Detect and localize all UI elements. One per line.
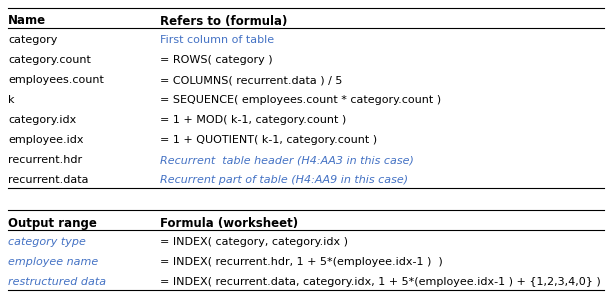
Text: restructured data: restructured data [8,278,106,288]
Text: employees.count: employees.count [8,75,104,85]
Text: = COLUMNS( recurrent.data ) / 5: = COLUMNS( recurrent.data ) / 5 [160,75,342,85]
Text: k: k [8,95,15,105]
Text: recurrent.hdr: recurrent.hdr [8,155,82,165]
Text: Refers to (formula): Refers to (formula) [160,15,288,28]
Text: = ROWS( category ): = ROWS( category ) [160,55,272,65]
Text: Output range: Output range [8,217,97,229]
Text: employee name: employee name [8,258,99,268]
Text: = INDEX( recurrent.hdr, 1 + 5*(employee.idx-1 )  ): = INDEX( recurrent.hdr, 1 + 5*(employee.… [160,258,442,268]
Text: = SEQUENCE( employees.count * category.count ): = SEQUENCE( employees.count * category.c… [160,95,441,105]
Text: category.idx: category.idx [8,115,76,125]
Text: = 1 + MOD( k-1, category.count ): = 1 + MOD( k-1, category.count ) [160,115,346,125]
Text: category.count: category.count [8,55,91,65]
Text: = INDEX( category, category.idx ): = INDEX( category, category.idx ) [160,237,348,248]
Text: Recurrent part of table (H4:AA9 in this case): Recurrent part of table (H4:AA9 in this … [160,175,408,185]
Text: recurrent.data: recurrent.data [8,175,89,185]
Text: Formula (worksheet): Formula (worksheet) [160,217,298,229]
Text: Name: Name [8,15,46,28]
Text: First column of table: First column of table [160,35,274,45]
Text: employee.idx: employee.idx [8,135,83,145]
Text: = INDEX( recurrent.data, category.idx, 1 + 5*(employee.idx-1 ) + {1,2,3,4,0} ): = INDEX( recurrent.data, category.idx, 1… [160,278,601,288]
Text: Recurrent  table header (H4:AA3 in this case): Recurrent table header (H4:AA3 in this c… [160,155,414,165]
Text: category: category [8,35,58,45]
Text: = 1 + QUOTIENT( k-1, category.count ): = 1 + QUOTIENT( k-1, category.count ) [160,135,377,145]
Text: category type: category type [8,237,86,248]
